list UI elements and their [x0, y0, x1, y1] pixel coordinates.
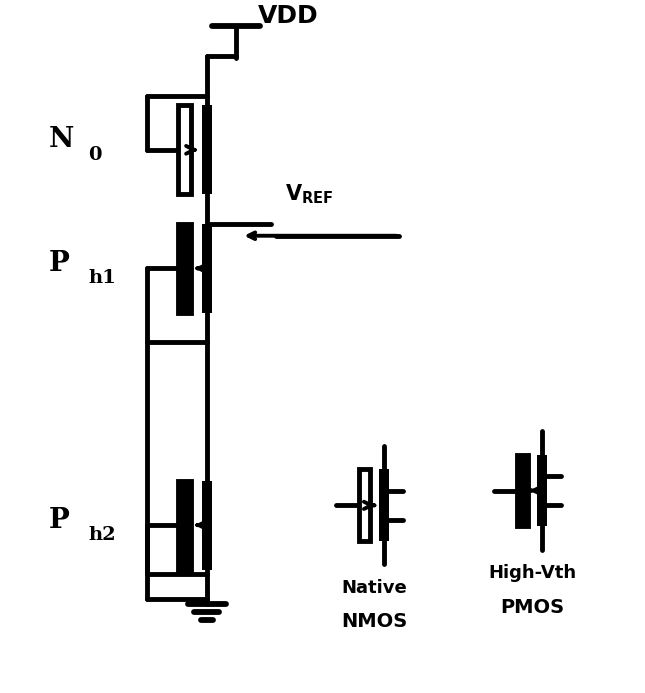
Text: $\mathbf{V_{REF}}$: $\mathbf{V_{REF}}$ — [286, 182, 334, 206]
Bar — [379, 469, 388, 541]
Text: Native: Native — [341, 579, 407, 597]
Bar — [517, 455, 528, 527]
Text: VDD: VDD — [258, 4, 319, 28]
Text: h2: h2 — [88, 526, 115, 544]
Bar — [178, 481, 191, 570]
Text: PMOS: PMOS — [501, 597, 564, 617]
Text: NMOS: NMOS — [341, 613, 408, 631]
Text: h1: h1 — [88, 269, 116, 287]
Bar — [178, 224, 191, 313]
Bar — [201, 224, 212, 313]
Bar — [201, 105, 212, 194]
Bar — [359, 469, 370, 541]
Text: 0: 0 — [88, 146, 101, 164]
Bar — [537, 455, 546, 527]
Bar — [201, 481, 212, 570]
Bar — [178, 105, 191, 194]
Text: P: P — [48, 507, 69, 534]
Text: High-Vth: High-Vth — [488, 564, 577, 582]
Text: P: P — [48, 250, 69, 277]
Text: N: N — [48, 126, 74, 153]
